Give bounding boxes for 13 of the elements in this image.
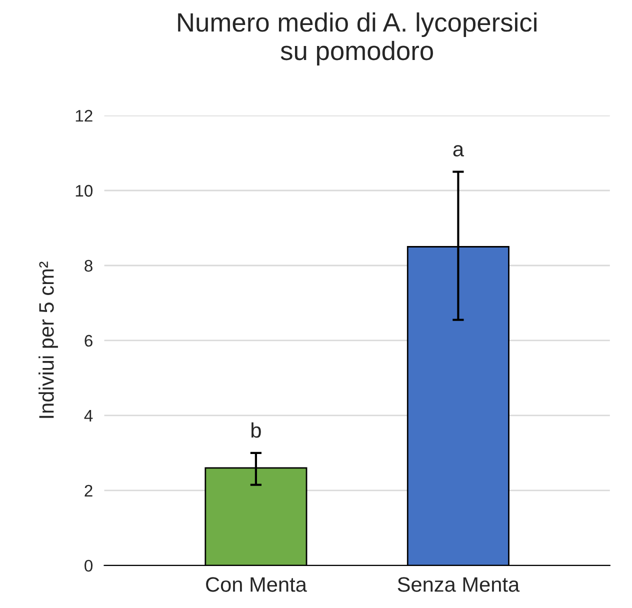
x-tick-label: Con Menta [206, 577, 307, 592]
y-tick-label: 10 [76, 184, 93, 197]
y-tick-label: 12 [76, 110, 92, 122]
y-tick-label: 2 [84, 484, 92, 496]
y-tick-label: 8 [84, 260, 92, 272]
y-tick-label: 6 [84, 334, 92, 347]
y-tick-label: 4 [84, 410, 93, 422]
y-axis-title: Indiviui per 5 cm² [38, 262, 58, 418]
x-tick-label: Senza Menta [398, 577, 520, 592]
annotation: a [453, 145, 464, 157]
annotation: b [252, 422, 261, 438]
chart-title: Numero medio di A. lycopersici su pomodoro [178, 12, 536, 66]
y-tick-label: 0 [84, 560, 93, 572]
